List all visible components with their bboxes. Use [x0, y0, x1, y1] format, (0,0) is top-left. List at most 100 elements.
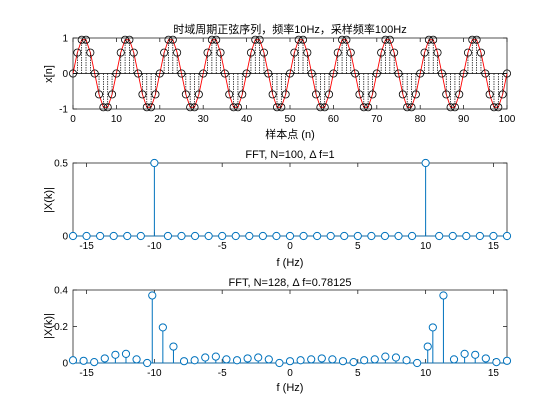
fft1-stem-marker [489, 231, 498, 241]
fft2-stem-marker [111, 350, 120, 359]
time-stem-marker [73, 48, 82, 57]
fft2-stem-marker [179, 357, 189, 366]
fft1-axes-box [72, 162, 508, 237]
fft2-stem-marker [502, 356, 512, 365]
time-stem-marker [142, 103, 151, 112]
fft2-stem-marker [296, 356, 305, 365]
fft-n128-ylabel: |X(k)| [43, 313, 55, 339]
time-stem-marker [381, 35, 390, 44]
fft2-stem-marker [471, 350, 480, 359]
fft1-xtick-label: 5 [355, 241, 361, 252]
time-ytick-label: 1 [62, 34, 68, 45]
time-xtick-label: 90 [458, 114, 470, 125]
time-panel-title: 时域周期正弦序列，频率10Hz，采样频率100Hz [173, 22, 406, 36]
fft2-stem-marker [449, 355, 459, 364]
time-stem-marker [494, 103, 503, 112]
fft2-stem-marker [143, 358, 152, 368]
time-stem-marker [455, 90, 464, 99]
fft1-xtick-label: 0 [287, 241, 293, 252]
fft2-stem-marker [275, 358, 284, 368]
time-stem-marker [364, 103, 373, 112]
time-xtick-label: 70 [371, 114, 383, 125]
time-stem-marker [303, 48, 312, 57]
time-stem-marker [225, 90, 234, 99]
time-stem-marker [147, 103, 156, 112]
time-stem-marker [316, 103, 325, 112]
fft-n100-plot-area: -15 -10 -5 0 5 10 15 0 0.5 [54, 158, 512, 252]
time-stem-marker [216, 48, 225, 57]
fft1-stem-marker [394, 231, 403, 241]
time-stem-marker [168, 35, 177, 44]
fft2-stem-marker [148, 291, 157, 300]
time-stem-marker [238, 90, 247, 99]
time-stem-marker [268, 90, 277, 99]
time-stem-marker [164, 35, 173, 44]
time-stem-marker [429, 35, 438, 44]
fft2-ytick-label: 0.2 [54, 322, 68, 333]
fft-n128-panel: FFT, N=128, Δ f=0.78125 |X(k)| f (Hz) -1… [43, 277, 512, 394]
fft-n100-xlabel: f (Hz) [277, 257, 304, 269]
time-stem-marker [498, 90, 507, 99]
time-xtick-label: 40 [241, 114, 253, 125]
time-stem-marker [246, 48, 255, 57]
time-stem-marker [138, 90, 147, 99]
time-stem-marker [203, 48, 212, 57]
fft1-stem-marker [258, 231, 267, 241]
fft2-stem-marker [402, 356, 411, 365]
time-stem-marker [190, 103, 199, 112]
fft1-stem-marker [502, 231, 512, 241]
fft1-stem-marker [353, 231, 362, 241]
time-xtick-label: 0 [70, 114, 76, 125]
fft1-stem-marker [326, 231, 335, 241]
fft1-stem-marker [136, 231, 145, 241]
time-stem-marker [207, 35, 216, 44]
fft2-stem-marker [254, 353, 263, 362]
fft-n100-panel: FFT, N=100, Δ f=1 |X(k)| f (Hz) -15 -10 -5… [43, 149, 512, 269]
time-stem-marker [312, 90, 321, 99]
time-stem-marker [342, 35, 351, 44]
fft2-stem-marker [222, 355, 231, 364]
time-stem-marker [420, 48, 429, 57]
time-stem-marker [346, 48, 355, 57]
fft1-stem-marker [448, 231, 457, 241]
fft2-stem-marker [492, 357, 501, 367]
time-stem-marker [411, 90, 420, 99]
time-stem-marker [442, 90, 451, 99]
time-stem-marker [103, 103, 112, 112]
fft2-stem-marker [317, 354, 326, 363]
time-stem-marker [377, 48, 386, 57]
time-stem-marker [251, 35, 260, 44]
fft1-stem-marker [96, 231, 105, 241]
time-stem-marker [433, 48, 442, 57]
fft1-stem-marker [475, 231, 484, 241]
fft2-stem-marker [232, 356, 242, 365]
time-stem-marker [325, 90, 334, 99]
fft-n128-plot-area: -15 -10 -5 0 5 10 15 0 0.2 0.4 [54, 286, 512, 379]
time-stem-marker [403, 103, 412, 112]
fft2-stem-marker [243, 354, 252, 363]
fft2-stem-marker [439, 291, 448, 300]
fft2-stem-marker [79, 356, 88, 365]
fft2-stem-marker [68, 356, 78, 365]
fft2-stem-marker [460, 349, 469, 358]
time-stem-marker [121, 35, 130, 44]
fft1-xtick-label: -10 [147, 241, 162, 252]
fft1-xtick-label: -5 [218, 241, 227, 252]
fft2-xtick-label: -5 [218, 368, 227, 379]
time-stem-marker [485, 90, 494, 99]
fft2-xtick-label: 5 [355, 368, 361, 379]
time-stem-marker [233, 103, 242, 112]
time-xtick-label: 10 [111, 114, 123, 125]
fft1-stem-marker [272, 231, 281, 241]
time-xtick-label: 30 [198, 114, 210, 125]
fft1-stem-marker [285, 231, 295, 241]
fft1-stem-marker [204, 231, 213, 241]
fft2-stem-marker [264, 355, 273, 364]
fft2-stem-marker [100, 354, 109, 363]
time-stem-marker [299, 35, 308, 44]
fft-n100-title: FFT, N=100, Δ f=1 [245, 149, 334, 161]
fft1-stem-marker [150, 158, 159, 168]
time-domain-panel: 时域周期正弦序列，频率10Hz，采样频率100Hz x[n] 样本点 (n) 0… [43, 22, 516, 141]
fft2-xtick-label: 15 [488, 368, 500, 379]
